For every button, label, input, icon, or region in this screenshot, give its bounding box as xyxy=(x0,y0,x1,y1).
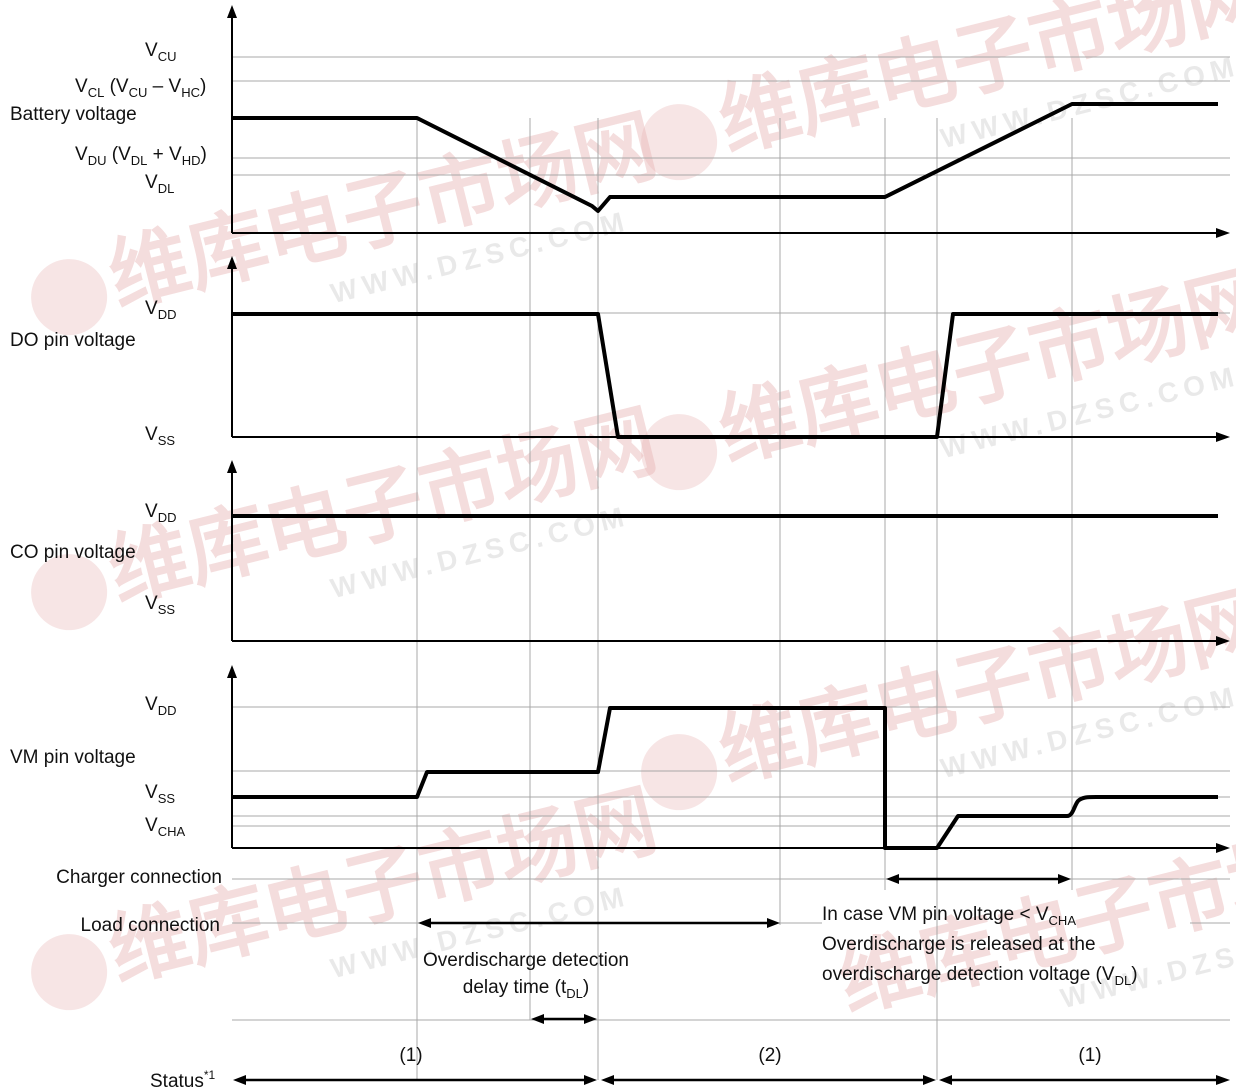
do-vdd-label: VDD xyxy=(145,298,176,322)
vm-vdd-label: VDD xyxy=(145,694,176,718)
do-pin-labels: VDD DO pin voltage VSS xyxy=(10,298,176,448)
vcl-label: VCL (VCU – VHC) xyxy=(75,76,206,100)
charger-span-left-arrow-icon xyxy=(886,874,899,884)
vdu-label: VDU (VDL + VHD) xyxy=(75,144,207,168)
vm-pin-title: VM pin voltage xyxy=(10,747,136,768)
co-pin-title: CO pin voltage xyxy=(10,542,136,563)
status2-left-arrow-icon xyxy=(601,1075,614,1085)
load-span-right-arrow-icon xyxy=(767,918,780,928)
charger-span-right-arrow-icon xyxy=(1058,874,1071,884)
co-vdd-label: VDD xyxy=(145,501,176,525)
status-label: Status*1 xyxy=(150,1068,216,1091)
load-connection-label: Load connection xyxy=(81,915,220,936)
battery-y-arrow-icon xyxy=(227,5,237,18)
row-labels: Charger connection Load connection Statu… xyxy=(56,867,222,1091)
status3-left-arrow-icon xyxy=(939,1075,952,1085)
watermark-logo-icon xyxy=(641,734,718,811)
vdl-label: VDL xyxy=(145,172,174,196)
co-y-arrow-icon xyxy=(227,460,237,473)
do-vss-label: VSS xyxy=(145,424,175,448)
battery-voltage-title: Battery voltage xyxy=(10,104,137,125)
watermark-logo-icon xyxy=(641,414,718,491)
status1-right-arrow-icon xyxy=(584,1075,597,1085)
delay-span-right-arrow-icon xyxy=(584,1014,597,1024)
co-pin-labels: VDD CO pin voltage VSS xyxy=(10,501,176,617)
vm-x-arrow-icon xyxy=(1216,843,1230,853)
status3-right-arrow-icon xyxy=(1216,1075,1230,1085)
do-pin-title: DO pin voltage xyxy=(10,330,136,351)
charger-connection-label: Charger connection xyxy=(56,867,222,888)
status1-left-arrow-icon xyxy=(233,1075,246,1085)
detection-delay-label-line1: Overdischarge detection xyxy=(423,950,629,971)
status-labels: (1) (2) (1) xyxy=(399,1045,1101,1066)
status2-right-arrow-icon xyxy=(923,1075,936,1085)
do-y-arrow-icon xyxy=(227,256,237,269)
detection-delay-label-line2: delay time (tDL) xyxy=(463,977,589,1001)
watermark-logo-icon xyxy=(31,934,108,1011)
status-3-label: (1) xyxy=(1078,1045,1101,1066)
vm-y-arrow-icon xyxy=(227,665,237,678)
watermark-logo-icon xyxy=(31,554,108,631)
status-2-label: (2) xyxy=(758,1045,781,1066)
vm-vcha-label: VCHA xyxy=(145,815,185,839)
vm-pin-waveform xyxy=(232,706,1218,850)
battery-labels: VCU VCL (VCU – VHC) Battery voltage VDU … xyxy=(10,40,207,196)
status-1-label: (1) xyxy=(399,1045,422,1066)
watermark-logo-icon xyxy=(641,104,718,181)
waveforms xyxy=(232,102,1218,850)
co-vss-label: VSS xyxy=(145,593,175,617)
vm-vss-label: VSS xyxy=(145,782,175,806)
case-note-line2: Overdischarge is released at the xyxy=(822,934,1096,955)
horizontal-reference-lines xyxy=(232,56,1230,1021)
watermark-logo-icon xyxy=(31,259,108,336)
vm-pin-labels: VDD VM pin voltage VSS VCHA xyxy=(10,694,185,839)
do-pin-waveform xyxy=(232,312,1218,439)
case-note-line1: In case VM pin voltage < VCHA xyxy=(822,904,1076,928)
load-span-left-arrow-icon xyxy=(418,918,431,928)
annotations: Overdischarge detection delay time (tDL)… xyxy=(423,904,1137,1001)
co-x-arrow-icon xyxy=(1216,636,1230,646)
case-note-line3: overdischarge detection voltage (VDL) xyxy=(822,964,1138,988)
battery-x-arrow-icon xyxy=(1216,228,1230,238)
delay-span-left-arrow-icon xyxy=(531,1014,544,1024)
vcu-label: VCU xyxy=(145,40,176,64)
battery-voltage-waveform xyxy=(232,102,1218,213)
do-x-arrow-icon xyxy=(1216,432,1230,442)
interval-arrows xyxy=(233,874,1230,1085)
